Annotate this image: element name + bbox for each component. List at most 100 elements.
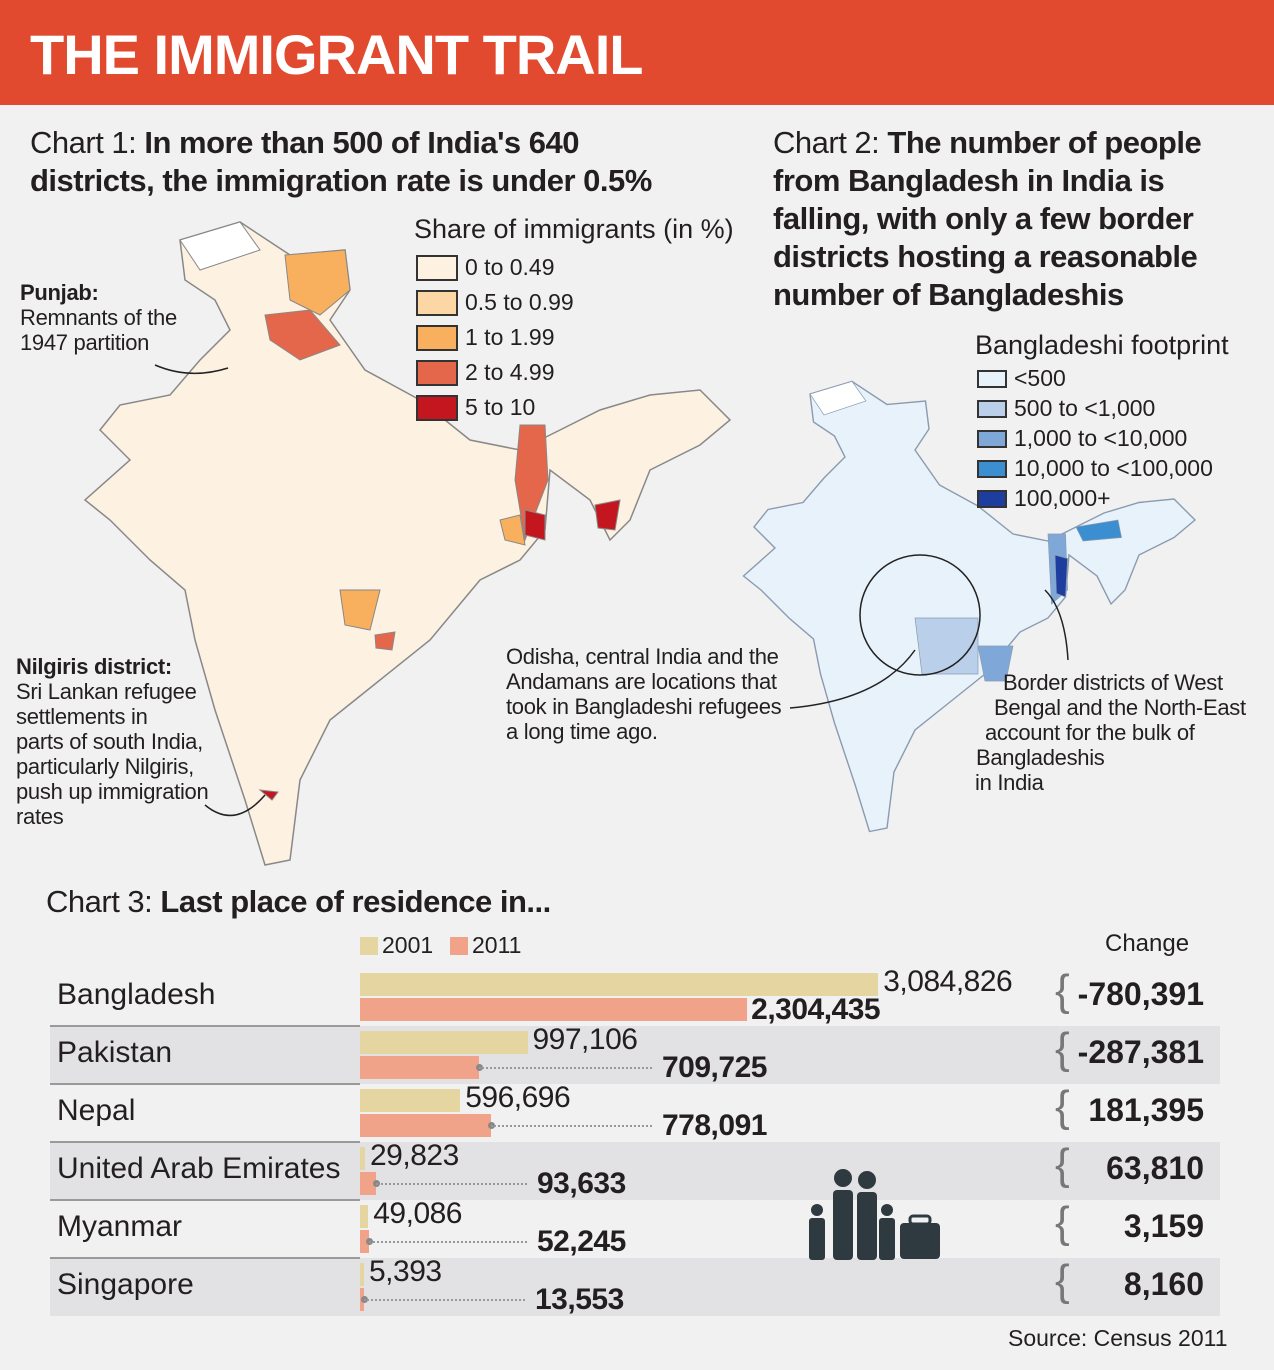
legend-swatch xyxy=(416,324,458,351)
row-divider xyxy=(50,1141,360,1143)
district-central-india xyxy=(914,617,979,675)
legend-item: 5 to 10 xyxy=(416,394,535,421)
legend-swatch xyxy=(977,429,1007,448)
nilgiris-line: push up immigration xyxy=(16,779,209,804)
legend-item: 500 to <1,000 xyxy=(977,395,1155,422)
district-tripura xyxy=(594,499,621,531)
border-note: Border districts of West Bengal and the N… xyxy=(975,670,1246,795)
legend-item: 2 to 4.99 xyxy=(416,359,555,386)
chart1-title-line2: districts, the immigration rate is under… xyxy=(30,163,652,198)
change-value: -780,391 xyxy=(1077,976,1204,1012)
district-wb-border xyxy=(524,509,546,541)
source-note: Source: Census 2011 xyxy=(1008,1325,1228,1351)
odisha-line: took in Bangladeshi refugees xyxy=(506,694,782,719)
chart2-title-line: The number of people xyxy=(887,125,1202,160)
legend-swatch xyxy=(977,399,1007,418)
change-value: 181,395 xyxy=(1088,1092,1204,1128)
bar-2011 xyxy=(360,1230,369,1253)
legend-label: 1,000 to <10,000 xyxy=(1014,425,1188,451)
bar-2001 xyxy=(360,1089,461,1112)
page-title: THE IMMIGRANT TRAIL xyxy=(30,23,643,86)
legend-swatch xyxy=(416,394,458,421)
change-brace: { xyxy=(1055,1198,1070,1247)
row-background xyxy=(50,1258,1220,1316)
district-west-bengal xyxy=(514,424,549,542)
border-arrow xyxy=(1044,589,1069,661)
leader-line xyxy=(364,1299,525,1301)
value-2011: 52,245 xyxy=(537,1225,626,1258)
value-2001: 49,086 xyxy=(373,1197,462,1230)
legend-item: 0 to 0.49 xyxy=(416,254,555,281)
country-label: Singapore xyxy=(57,1268,194,1301)
nilgiris-line: Sri Lankan refugee xyxy=(16,679,197,704)
kashmir-region xyxy=(179,221,261,271)
district-jharkhand xyxy=(499,514,526,546)
district-central xyxy=(339,589,381,631)
chart2-title-line: falling, with only a few border xyxy=(773,201,1194,236)
row-divider xyxy=(50,1025,360,1027)
bar-legend-label: 2011 xyxy=(472,932,522,958)
change-brace: { xyxy=(1055,966,1070,1015)
chart1-prefix: Chart 1: xyxy=(30,125,145,160)
change-brace: { xyxy=(1055,1082,1070,1131)
country-label: Pakistan xyxy=(57,1036,173,1069)
border-line: Bangladeshis xyxy=(976,745,1105,770)
chart1-title: Chart 1: In more than 500 of India's 640… xyxy=(30,124,652,200)
district-punjab-haryana xyxy=(264,309,341,361)
nilgiris-text: Sri Lankan refugee settlements in parts of… xyxy=(16,679,209,829)
row-background xyxy=(50,1026,1220,1084)
leader-line xyxy=(375,1183,527,1185)
bar-2011 xyxy=(360,1114,491,1137)
border-line: Border districts of West xyxy=(1003,670,1223,695)
chart2-title-line: number of Bangladeshis xyxy=(773,277,1124,312)
legend-swatch xyxy=(416,289,458,316)
country-label: Bangladesh xyxy=(57,978,216,1011)
chart1-title-line1: In more than 500 of India's 640 xyxy=(144,125,580,160)
nilgiris-line: rates xyxy=(16,804,64,829)
country-label: United Arab Emirates xyxy=(57,1152,341,1185)
nilgiris-arrow xyxy=(204,794,266,817)
bar-legend-swatch xyxy=(450,936,468,955)
chart2-title-text: The number of people from Bangladesh in I… xyxy=(773,125,1202,314)
legend-item: 100,000+ xyxy=(977,485,1111,512)
district-odisha xyxy=(374,631,396,651)
row-background xyxy=(50,1142,1220,1200)
legend-swatch xyxy=(977,489,1007,508)
change-brace: { xyxy=(1055,1024,1070,1073)
leader-line xyxy=(479,1067,652,1069)
border-line: account for the bulk of xyxy=(985,720,1195,745)
odisha-line: a long time ago. xyxy=(506,719,658,744)
value-2011: 2,304,435 xyxy=(751,993,881,1026)
change-value: 63,810 xyxy=(1106,1150,1204,1186)
family-icon xyxy=(809,1169,940,1260)
value-2011: 13,553 xyxy=(535,1283,624,1316)
bar-2001 xyxy=(360,1147,365,1170)
legend-label: 500 to <1,000 xyxy=(1014,395,1156,421)
value-2011: 709,725 xyxy=(662,1051,767,1084)
leader-line xyxy=(490,1125,652,1127)
country-label: Myanmar xyxy=(57,1210,183,1243)
change-brace: { xyxy=(1055,1140,1070,1189)
bar-legend-swatch xyxy=(360,936,378,955)
legend-item: 0.5 to 0.99 xyxy=(416,289,574,316)
odisha-arrow xyxy=(789,649,916,709)
legend-item: 1,000 to <10,000 xyxy=(977,425,1187,452)
punjab-line: 1947 partition xyxy=(20,330,150,355)
district-nilgiris xyxy=(258,789,279,801)
legend-swatch xyxy=(416,359,458,386)
value-2011: 778,091 xyxy=(662,1109,767,1142)
bar-2001 xyxy=(360,1205,369,1228)
legend-item: 10,000 to <100,000 xyxy=(977,455,1213,482)
legend-label: 2 to 4.99 xyxy=(465,359,555,385)
value-2001: 5,393 xyxy=(369,1255,442,1288)
odisha-line: Andamans are locations that xyxy=(506,669,777,694)
chart3-prefix: Chart 3: xyxy=(46,884,161,919)
row-divider xyxy=(50,1257,360,1259)
chart2-prefix: Chart 2: xyxy=(773,125,888,160)
nilgiris-line: settlements in xyxy=(16,704,148,729)
chart3-title: Chart 3: Last place of residence in... xyxy=(46,883,551,921)
odisha-note: Odisha, central India and the Andamans ar… xyxy=(506,644,782,744)
leader-line xyxy=(368,1241,527,1243)
legend-label: 0 to 0.49 xyxy=(465,254,555,280)
